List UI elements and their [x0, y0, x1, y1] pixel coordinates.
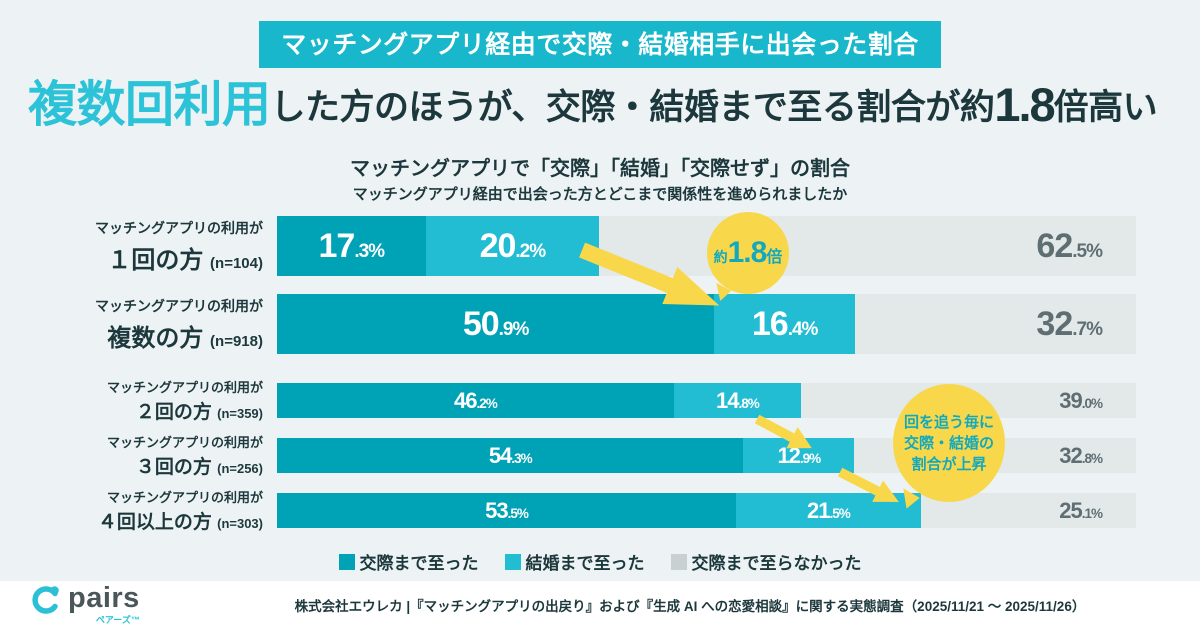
- bar-segment: 20.2%: [425, 216, 600, 276]
- segment-value: 17.3%: [318, 226, 386, 265]
- row-sample-size: (n=918): [210, 332, 263, 350]
- segment-value: 25.1%: [1059, 497, 1103, 523]
- bar-track: 17.3% 20.2% 62.5%: [277, 216, 1136, 276]
- chart-row: マッチングアプリの利用が １回の方 (n=104) 17.3% 20.2% 62.5…: [40, 216, 1136, 276]
- segment-value: 21.5%: [806, 497, 851, 523]
- row-label-main: ２回の方 (n=359): [135, 402, 263, 423]
- trend-bubble: 回を追う毎に 交際・結婚の 割合が上昇: [893, 384, 1005, 502]
- row-label-main: ３回の方 (n=256): [135, 457, 263, 478]
- segment-value: 32.8%: [1059, 442, 1103, 468]
- row-label-top: マッチングアプリの利用が: [106, 435, 263, 450]
- legend-swatch: [338, 553, 355, 570]
- chart-row: マッチングアプリの利用が ４回以上の方 (n=303) 53.5% 21.5% 25…: [40, 490, 1136, 533]
- segment-value: 46.2%: [454, 387, 498, 413]
- bar-segment: 16.4%: [714, 294, 856, 354]
- legend-item: 交際まで至らなかった: [670, 549, 862, 574]
- legend-label: 結婚まで至った: [525, 554, 645, 573]
- segment-value: 20.2%: [479, 226, 547, 265]
- row-label-main: ４回以上の方 (n=303): [97, 512, 263, 533]
- ratio-prefix: 約: [713, 249, 728, 265]
- row-label: マッチングアプリの利用が ２回の方 (n=359): [40, 380, 277, 423]
- big-arrow-icon: [575, 231, 727, 324]
- ratio-bubble: 約1.8倍: [707, 212, 789, 294]
- bar-segment: 53.5%: [277, 493, 737, 528]
- segment-value: 39.0%: [1059, 387, 1103, 413]
- legend-item: 交際まで至った: [338, 549, 479, 574]
- pairs-katakana: ペアーズ™: [95, 615, 140, 625]
- headline-accent: 複数回利用: [28, 78, 271, 132]
- row-label-main: 複数の方 (n=918): [107, 324, 263, 352]
- segment-value: 54.3%: [488, 442, 533, 468]
- row-label-top: マッチングアプリの利用が: [106, 380, 263, 395]
- headline-text-end: 倍高い: [1053, 88, 1158, 127]
- stacked-bar-chart: マッチングアプリの利用が １回の方 (n=104) 17.3% 20.2% 62.5…: [40, 216, 1136, 533]
- top-banner: マッチングアプリ経由で交際・結婚相手に出会った割合: [0, 21, 1200, 68]
- row-sample-size: (n=256): [217, 461, 263, 476]
- chart-question: マッチングアプリ経由で出会った方とどこまで関係性を進められましたか: [352, 186, 848, 203]
- segment-value: 62.5%: [1036, 226, 1103, 265]
- bar-segment: 62.5%: [599, 216, 1136, 276]
- chart-title: マッチングアプリで「交際」「結婚」「交際せず」の割合: [350, 158, 850, 180]
- row-label: マッチングアプリの利用が 複数の方 (n=918): [40, 294, 277, 354]
- pairs-cloud-icon: [32, 586, 59, 614]
- headline-ratio-number: 1.8: [994, 78, 1055, 131]
- bar-segment: 54.3%: [277, 438, 744, 473]
- row-sample-size: (n=303): [217, 516, 263, 531]
- top-banner-label: マッチングアプリ経由で交際・結婚相手に出会った割合: [259, 21, 941, 68]
- row-label-top: マッチングアプリの利用が: [106, 490, 263, 505]
- pairs-wordmark-wrap: pairs ペアーズ™: [68, 583, 140, 626]
- row-label-main: １回の方 (n=104): [107, 246, 263, 274]
- row-sample-size: (n=359): [217, 406, 263, 421]
- row-label: マッチングアプリの利用が １回の方 (n=104): [40, 216, 277, 276]
- legend-item: 結婚まで至った: [504, 549, 645, 574]
- legend-swatch: [670, 553, 687, 570]
- row-label-top: マッチングアプリの利用が: [95, 219, 263, 236]
- row-label: マッチングアプリの利用が ４回以上の方 (n=303): [40, 490, 277, 533]
- row-label-top: マッチングアプリの利用が: [95, 297, 263, 314]
- bar-track: 46.2% 14.8% 39.0%: [277, 383, 1136, 418]
- bar-segment: 32.7%: [855, 294, 1136, 354]
- footer: pairs ペアーズ™ 株式会社エウレカ |『マッチングアプリの出戻り』および『…: [0, 581, 1200, 628]
- legend-swatch: [504, 553, 521, 570]
- segment-value: 12.9%: [777, 442, 821, 468]
- bar-segment: 46.2%: [277, 383, 674, 418]
- segment-value: 32.7%: [1036, 304, 1103, 343]
- segment-value: 14.8%: [716, 387, 760, 413]
- row-sample-size: (n=104): [210, 254, 263, 272]
- legend-label: 交際まで至らなかった: [691, 554, 862, 573]
- pairs-logo: pairs ペアーズ™: [26, 583, 140, 626]
- segment-value: 50.9%: [462, 304, 530, 343]
- chart-row: マッチングアプリの利用が 複数の方 (n=918) 50.9% 16.4% 32.7…: [40, 294, 1136, 354]
- bar-segment: 17.3%: [277, 216, 426, 276]
- pairs-wordmark: pairs: [68, 582, 140, 614]
- legend-label: 交際まで至った: [359, 554, 479, 573]
- headline: 複数回利用した方のほうが、交際・結婚まで至る割合が約1.8倍高い: [28, 74, 1190, 146]
- source-attribution: 株式会社エウレカ |『マッチングアプリの出戻り』および『生成 AI への恋愛相談…: [294, 599, 1086, 614]
- row-label: マッチングアプリの利用が ３回の方 (n=256): [40, 435, 277, 478]
- bar-segment: 50.9%: [277, 294, 715, 354]
- ratio-suffix: 倍: [766, 249, 783, 266]
- small-arrow-icon: [751, 408, 817, 458]
- bar-track: 53.5% 21.5% 25.1%: [277, 493, 1136, 528]
- headline-text: した方のほうが、交際・結婚まで至る割合が約: [270, 88, 995, 127]
- bar-segment: 14.8%: [673, 383, 801, 418]
- bar-track: 50.9% 16.4% 32.7%: [277, 294, 1136, 354]
- small-arrow-icon: [835, 461, 905, 512]
- ratio-number: 1.8: [727, 236, 768, 269]
- segment-value: 16.4%: [751, 304, 819, 343]
- bar-track: 54.3% 12.9% 32.8%: [277, 438, 1136, 473]
- segment-value: 53.5%: [485, 497, 529, 523]
- chart-legend: 交際まで至った 結婚まで至った 交際まで至らなかった: [0, 549, 1200, 574]
